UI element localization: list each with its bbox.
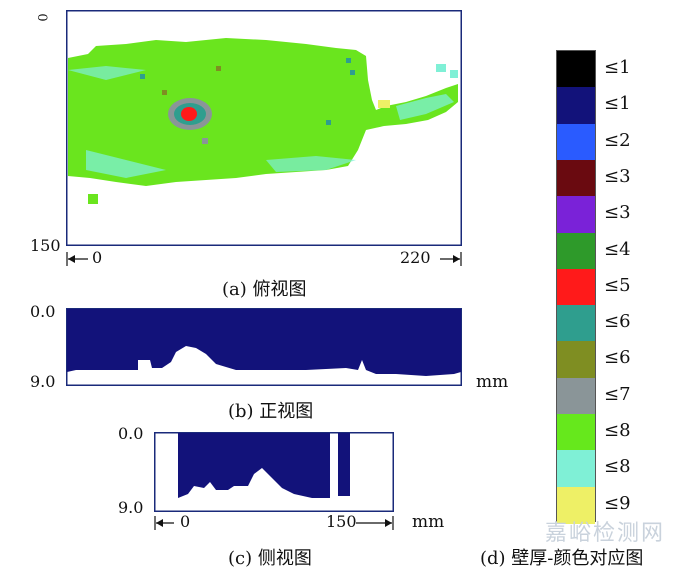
legend-swatch bbox=[557, 450, 595, 488]
legend-swatch bbox=[557, 159, 595, 197]
legend-swatch bbox=[557, 51, 595, 88]
legend-label: ≤2 bbox=[604, 129, 631, 151]
legend-label: ≤6 bbox=[604, 347, 631, 369]
legend-label: ≤1 bbox=[604, 93, 631, 115]
side-view-y-bottom-label: 9.0 bbox=[118, 498, 144, 517]
legend-swatch bbox=[557, 486, 595, 524]
legend-swatch bbox=[557, 123, 595, 161]
side-view-wall-profile bbox=[178, 433, 330, 498]
side-view-unit: mm bbox=[412, 512, 445, 532]
legend-swatch bbox=[557, 305, 595, 343]
top-view-corrosion-map bbox=[68, 38, 458, 186]
front-view-y-bottom-label: 9.0 bbox=[30, 372, 56, 391]
legend-swatch bbox=[557, 87, 595, 125]
front-view-caption: (b) 正视图 bbox=[228, 401, 314, 422]
legend-label: ≤8 bbox=[604, 420, 631, 441]
side-view-x-start-label: 0 bbox=[180, 512, 191, 531]
top-view-panel: 0 150 0 220 bbox=[0, 0, 480, 300]
legend-label: ≤4 bbox=[604, 238, 631, 260]
side-view-plot bbox=[154, 432, 394, 512]
legend-caption: (d) 壁厚-颜色对应图 bbox=[480, 548, 644, 569]
top-view-caption: (a) 俯视图 bbox=[222, 279, 307, 300]
top-view-y-start-label: 0 bbox=[36, 13, 52, 22]
legend-label: ≤8 bbox=[604, 456, 631, 478]
legend-swatch bbox=[557, 414, 595, 451]
top-view-plot bbox=[66, 10, 462, 246]
legend-label: ≤6 bbox=[604, 311, 631, 333]
side-view-y-top-label: 0.0 bbox=[118, 424, 144, 443]
side-view-x-axis bbox=[154, 516, 394, 530]
legend-swatch bbox=[557, 268, 595, 306]
legend-label: ≤3 bbox=[604, 202, 631, 224]
legend-label: ≤5 bbox=[604, 274, 631, 296]
legend-swatch bbox=[557, 232, 595, 270]
legend-label: ≤3 bbox=[604, 165, 631, 187]
legend-label: ≤9 bbox=[604, 492, 631, 514]
watermark: 嘉峪检测网 bbox=[545, 521, 666, 546]
front-view-y-top-label: 0.0 bbox=[30, 302, 56, 321]
top-view-defect-core bbox=[181, 107, 197, 121]
top-view-x-end-label: 220 bbox=[400, 248, 431, 267]
legend-swatch bbox=[557, 196, 595, 234]
legend-swatch bbox=[557, 377, 595, 415]
side-view-caption: (c) 侧视图 bbox=[228, 548, 312, 569]
legend-swatch bbox=[557, 341, 595, 379]
legend-label: ≤1 bbox=[604, 57, 631, 78]
top-view-x-start-label: 0 bbox=[92, 248, 103, 267]
top-view-x-axis bbox=[66, 252, 462, 266]
front-view-wall-profile bbox=[67, 309, 461, 376]
side-view-x-end-label: 150 bbox=[326, 512, 357, 531]
legend-label: ≤7 bbox=[604, 383, 631, 405]
top-view-y-end-label: 150 bbox=[30, 236, 61, 255]
front-view-unit: mm bbox=[476, 372, 509, 392]
front-view-plot bbox=[66, 308, 462, 386]
